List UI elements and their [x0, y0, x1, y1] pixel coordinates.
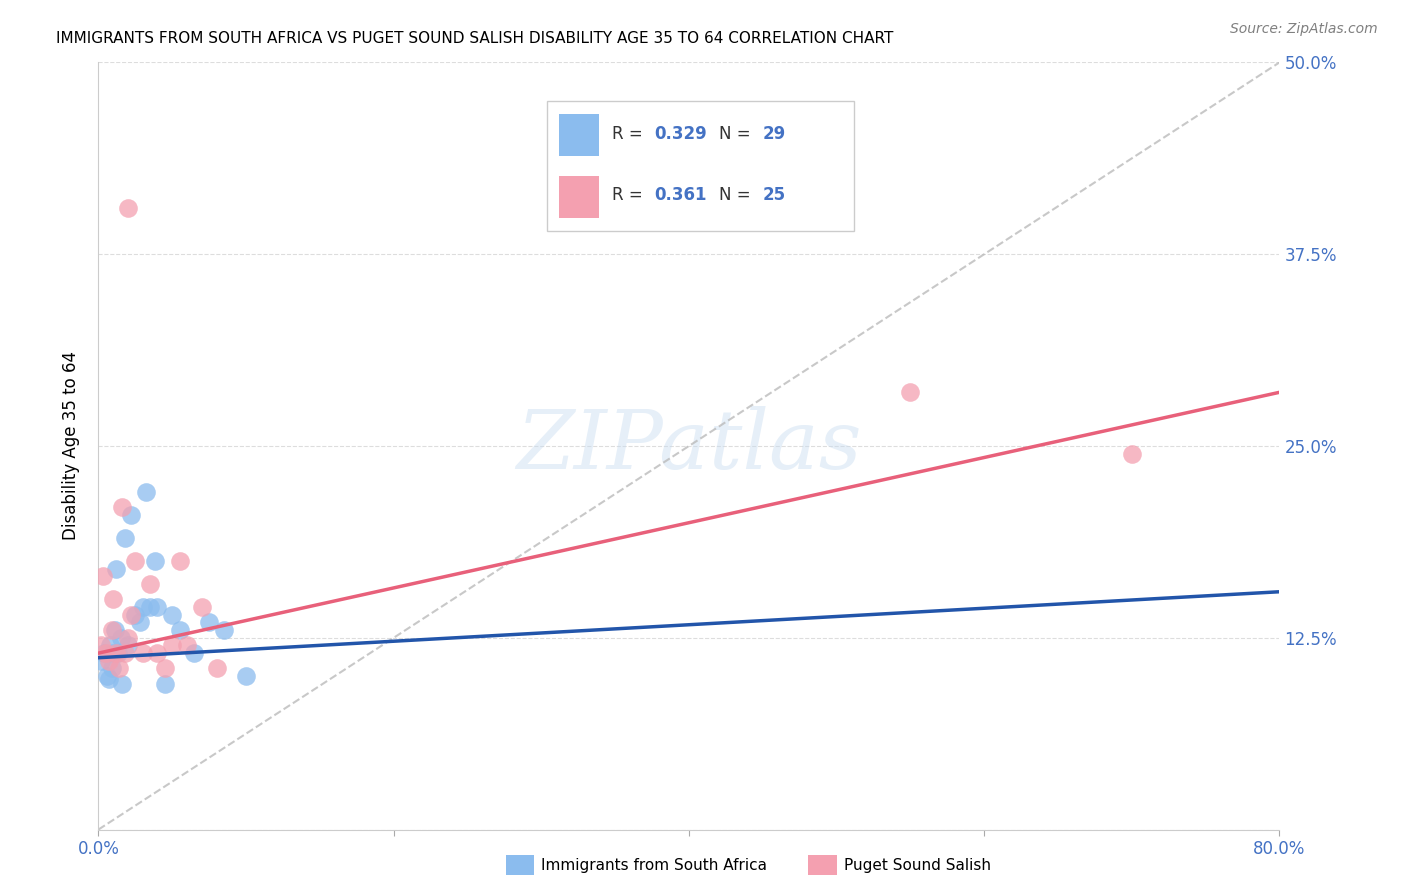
Point: [205, 661, 228, 675]
Point: [176, 639, 198, 653]
Point: [139, 577, 162, 591]
Point: [103, 592, 125, 607]
Point: [162, 607, 183, 622]
Text: Immigrants from South Africa: Immigrants from South Africa: [541, 858, 768, 872]
Point: [97, 672, 120, 686]
Point: [104, 623, 127, 637]
Point: [153, 661, 176, 675]
Point: [100, 661, 122, 675]
Point: [143, 554, 166, 568]
Point: [146, 646, 169, 660]
Text: ZIPatlas: ZIPatlas: [516, 406, 862, 486]
Point: [146, 600, 169, 615]
Point: [120, 607, 142, 622]
Point: [114, 531, 136, 545]
Point: [105, 562, 128, 576]
Point: [91, 569, 114, 583]
Point: [107, 646, 129, 660]
Point: [183, 646, 205, 660]
Point: [94, 646, 117, 660]
Point: [117, 631, 139, 645]
Point: [111, 500, 134, 515]
Point: [235, 669, 257, 683]
Point: [162, 639, 183, 653]
Point: [108, 661, 131, 675]
Point: [900, 385, 922, 400]
Point: [120, 508, 142, 522]
Point: [97, 654, 120, 668]
Point: [90, 654, 112, 668]
Point: [132, 600, 155, 615]
Point: [114, 646, 136, 660]
Text: Puget Sound Salish: Puget Sound Salish: [844, 858, 991, 872]
Point: [139, 600, 162, 615]
Text: Source: ZipAtlas.com: Source: ZipAtlas.com: [1230, 22, 1378, 37]
Point: [96, 669, 118, 683]
Point: [90, 639, 112, 653]
Y-axis label: Disability Age 35 to 64: Disability Age 35 to 64: [62, 351, 80, 541]
Point: [212, 623, 235, 637]
Text: IMMIGRANTS FROM SOUTH AFRICA VS PUGET SOUND SALISH DISABILITY AGE 35 TO 64 CORRE: IMMIGRANTS FROM SOUTH AFRICA VS PUGET SO…: [56, 31, 894, 46]
Point: [100, 623, 122, 637]
Point: [105, 646, 128, 660]
Point: [117, 639, 139, 653]
Point: [103, 646, 125, 660]
Point: [153, 677, 176, 691]
Point: [110, 631, 132, 645]
Point: [124, 607, 146, 622]
Point: [169, 554, 191, 568]
Point: [1121, 447, 1143, 461]
Point: [198, 615, 221, 630]
Point: [128, 615, 150, 630]
Point: [98, 639, 121, 653]
Point: [117, 201, 139, 215]
Point: [169, 623, 191, 637]
Point: [191, 600, 214, 615]
Point: [124, 554, 146, 568]
Point: [132, 646, 155, 660]
Point: [93, 646, 115, 660]
Point: [135, 485, 157, 500]
Point: [111, 677, 134, 691]
